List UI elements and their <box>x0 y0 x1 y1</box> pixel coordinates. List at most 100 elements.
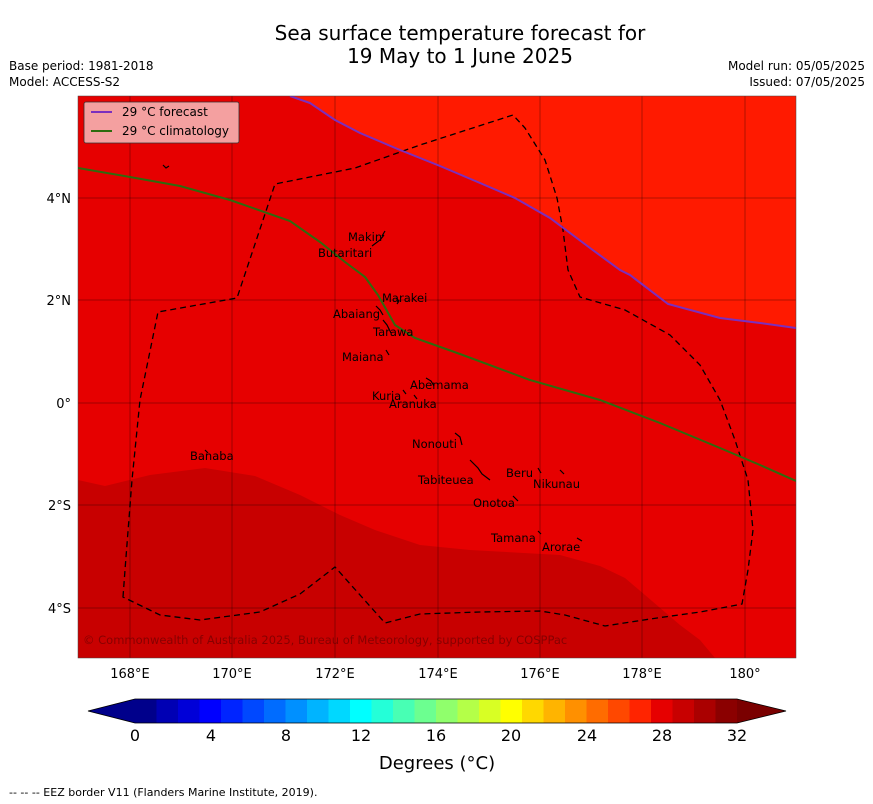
place-label-aranuka: Aranuka <box>389 397 437 411</box>
place-label-abaiang: Abaiang <box>333 307 380 321</box>
colorbar-segment <box>629 699 652 723</box>
legend-climatology-label: 29 °C climatology <box>122 124 229 138</box>
legend-forecast-label: 29 °C forecast <box>122 105 208 119</box>
colorbar-segment <box>436 699 458 723</box>
legend-box <box>83 101 240 144</box>
place-label-onotoa: Onotoa <box>473 496 515 510</box>
colorbar-tick-label: 16 <box>426 726 446 745</box>
colorbar-outline <box>87 698 787 724</box>
y-tick-label: 0° <box>56 397 71 412</box>
place-label-tabiteuea: Tabiteuea <box>417 473 474 487</box>
meta-right: Model run: 05/05/2025 Issued: 07/05/2025 <box>728 58 865 90</box>
place-label-arorae: Arorae <box>542 540 580 554</box>
colorbar-segment <box>242 699 265 723</box>
x-tick-label: 178°E <box>622 667 662 682</box>
colorbar-segment <box>715 699 738 723</box>
colorbar <box>87 698 787 724</box>
colorbar-segment <box>135 699 157 723</box>
map-gridlines <box>78 96 796 658</box>
colorbar-tick-label: 32 <box>727 726 747 745</box>
colorbar-segment <box>694 699 716 723</box>
x-tick-label: 172°E <box>315 667 355 682</box>
meta-left: Base period: 1981-2018 Model: ACCESS-S2 <box>9 58 154 90</box>
colorbar-over-arrow <box>737 699 786 723</box>
colorbar-segment <box>457 699 480 723</box>
colorbar-segment <box>307 699 329 723</box>
place-label-butaritari: Butaritari <box>318 246 372 260</box>
colorbar-segment <box>672 699 695 723</box>
x-tick-label: 174°E <box>418 667 458 682</box>
map-area <box>78 96 796 658</box>
colorbar-ticks: 0 4 8 12 16 20 24 28 32 <box>130 726 747 745</box>
colorbar-title: Degrees (°C) <box>379 753 495 774</box>
colorbar-segment <box>651 699 673 723</box>
chart-title: Sea surface temperature forecast for 19 … <box>0 22 873 68</box>
place-label-makin: Makin <box>348 230 382 244</box>
place-label-abemama: Abemama <box>410 378 469 392</box>
x-axis-ticks: 168°E 170°E 172°E 174°E 176°E 178°E 180° <box>110 667 760 682</box>
place-labels: Makin Butaritari Marakei Abaiang Tarawa … <box>190 230 580 554</box>
colorbar-segment <box>221 699 243 723</box>
place-label-nonouti: Nonouti <box>412 437 457 451</box>
y-axis-ticks: 4°N 2°N 0° 2°S 4°S <box>47 192 72 617</box>
forecast-29c-contour <box>289 96 796 329</box>
colorbar-segment <box>608 699 630 723</box>
colorbar-tick-label: 20 <box>501 726 521 745</box>
colorbar-segment <box>264 699 286 723</box>
colorbar-segment <box>586 699 609 723</box>
place-label-tarawa: Tarawa <box>372 325 413 339</box>
y-tick-label: 4°S <box>48 602 71 617</box>
legend: 29 °C forecast 29 °C climatology <box>83 101 240 144</box>
issued-label: Issued: 07/05/2025 <box>749 75 865 89</box>
colorbar-under-arrow <box>88 699 135 723</box>
colorbar-tick-label: 24 <box>577 726 597 745</box>
colorbar-segment <box>285 699 308 723</box>
colorbar-segment <box>479 699 501 723</box>
copyright-text: © Commonwealth of Australia 2025, Bureau… <box>83 633 567 647</box>
chart-title-line-2: 19 May to 1 June 2025 <box>347 44 573 68</box>
colorbar-segment <box>371 699 394 723</box>
colorbar-tick-label: 28 <box>652 726 672 745</box>
colorbar-segment <box>565 699 587 723</box>
colorbar-tick-label: 8 <box>281 726 291 745</box>
colorbar-tick-label: 12 <box>351 726 371 745</box>
eez-footnote: -- -- -- EEZ border V11 (Flanders Marine… <box>9 786 318 799</box>
base-period-label: Base period: 1981-2018 <box>9 59 154 73</box>
place-label-maiana: Maiana <box>342 350 384 364</box>
colorbar-segment <box>156 699 179 723</box>
place-label-nikunau: Nikunau <box>533 477 580 491</box>
colorbar-segment <box>178 699 200 723</box>
place-label-beru: Beru <box>506 466 533 480</box>
sst-above-31-region <box>290 96 796 328</box>
climatology-29c-contour <box>78 167 796 482</box>
map-frame <box>77 95 797 659</box>
colorbar-segment <box>414 699 437 723</box>
model-label: Model: ACCESS-S2 <box>9 75 121 89</box>
colorbar-segment <box>199 699 222 723</box>
colorbar-segment <box>522 699 544 723</box>
place-label-tamana: Tamana <box>490 531 536 545</box>
colorbar-tick-label: 4 <box>206 726 216 745</box>
sst-below-30-region <box>78 468 715 658</box>
colorbar-segment <box>350 699 372 723</box>
place-label-marakei: Marakei <box>382 291 427 305</box>
x-tick-label: 168°E <box>110 667 150 682</box>
colorbar-segment <box>393 699 415 723</box>
y-tick-label: 2°S <box>48 499 71 514</box>
colorbar-segment <box>328 699 351 723</box>
island-outlines <box>162 164 583 542</box>
place-label-kuria: Kuria <box>372 389 401 403</box>
colorbar-segment <box>543 699 566 723</box>
chart-title-line-1: Sea surface temperature forecast for <box>274 21 646 45</box>
x-tick-label: 176°E <box>520 667 560 682</box>
y-tick-label: 4°N <box>47 192 72 207</box>
x-tick-label: 180° <box>729 667 760 682</box>
colorbar-tick-label: 0 <box>130 726 140 745</box>
model-run-label: Model run: 05/05/2025 <box>727 59 865 73</box>
eez-border <box>122 114 754 627</box>
colorbar-segment <box>500 699 523 723</box>
place-label-banaba: Banaba <box>190 449 234 463</box>
x-tick-label: 170°E <box>212 667 252 682</box>
y-tick-label: 2°N <box>47 294 72 309</box>
